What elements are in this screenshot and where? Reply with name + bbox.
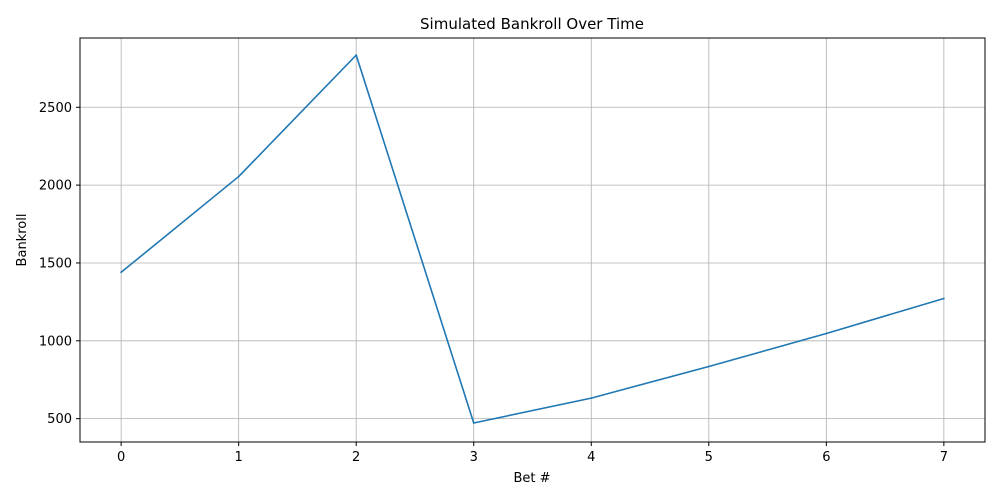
data-point xyxy=(472,422,475,424)
series-line xyxy=(120,54,945,424)
chart-title: Simulated Bankroll Over Time xyxy=(420,15,644,33)
y-axis-label: Bankroll xyxy=(15,214,30,267)
x-tick-label: 7 xyxy=(940,450,948,465)
x-tick-label: 0 xyxy=(117,450,125,465)
x-tick-label: 4 xyxy=(587,450,595,465)
data-point xyxy=(707,365,710,368)
x-axis-label: Bet # xyxy=(513,471,550,486)
x-tick-label: 5 xyxy=(705,450,713,465)
x-tick-label: 2 xyxy=(352,450,360,465)
y-tick-label: 2500 xyxy=(39,101,72,116)
series-group xyxy=(120,54,945,424)
y-tick-label: 2000 xyxy=(39,179,72,194)
axis-ticks: 0 1 2 3 4 5 6 7 500 1000 1500 2000 2500 xyxy=(39,101,948,465)
data-point xyxy=(120,271,123,274)
x-tick-label: 3 xyxy=(470,450,478,465)
y-tick-label: 500 xyxy=(47,412,72,427)
data-point xyxy=(237,175,240,178)
data-point xyxy=(355,54,358,57)
data-point xyxy=(590,397,593,399)
data-point xyxy=(825,332,828,335)
data-point xyxy=(942,297,945,300)
x-tick-label: 6 xyxy=(822,450,830,465)
plot-frame xyxy=(79,37,986,443)
y-tick-label: 1000 xyxy=(39,334,72,349)
x-tick-label: 1 xyxy=(235,450,243,465)
y-tick-label: 1500 xyxy=(39,256,72,271)
grid-lines xyxy=(80,38,985,442)
